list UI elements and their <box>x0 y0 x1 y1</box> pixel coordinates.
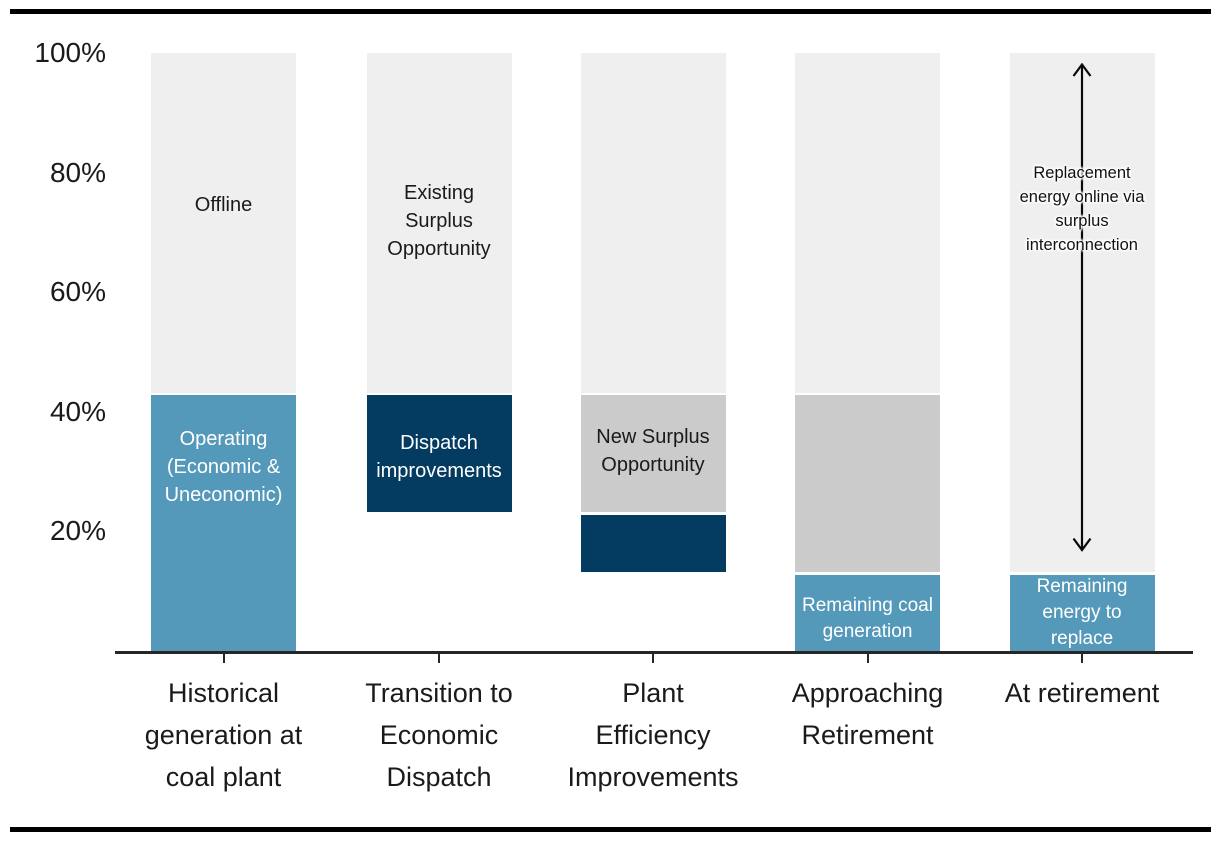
bar-segment-dispatch-improvements: Dispatch improvements <box>366 395 512 513</box>
bar-segment-efficiency-improvement <box>580 514 726 572</box>
bar-segment-operating-economic-uneconomic: Operating (Economic & Uneconomic) <box>151 395 296 651</box>
y-axis-tick-label: 20% <box>49 515 106 547</box>
bar-segment-offline-upper <box>795 53 940 393</box>
x-axis-line <box>115 651 1193 654</box>
x-axis-category-label: Approaching Retirement <box>791 678 944 750</box>
segment-label-offline: Offline <box>194 193 253 216</box>
segment-label-existing-surplus-opportunity: Existing Surplus Opportunity <box>387 181 491 260</box>
x-axis-category-label: Plant Efficiency Improvements <box>567 678 739 792</box>
x-axis-tick <box>866 653 869 663</box>
x-axis-tick <box>1081 653 1083 663</box>
bar-segment-remaining-energy-to-replace: Remaining energy to replace <box>1009 574 1155 651</box>
bar-segment-new-surplus-opportunity: New Surplus Opportunity <box>580 395 726 513</box>
segment-label-dispatch-improvements: Dispatch improvements <box>376 431 502 482</box>
segment-label-remaining-coal-generation: Remaining coal generation <box>802 594 933 642</box>
x-axis-tick <box>222 653 225 663</box>
replacement-energy-annotation: Replacement energy online via surplus in… <box>1019 164 1145 255</box>
bar-segment-offline: Offline <box>151 53 296 393</box>
segment-label-new-surplus-opportunity: New Surplus Opportunity <box>596 425 710 476</box>
y-axis-tick-label: 80% <box>49 156 106 188</box>
bottom-rule <box>10 827 1211 832</box>
segment-label-operating-economic-uneconomic: Operating (Economic & Uneconomic) <box>164 428 283 507</box>
x-axis-tick <box>652 653 654 663</box>
bar-segment-existing-surplus-opportunity: Existing Surplus Opportunity <box>366 53 512 393</box>
bar-segment-offline-upper <box>580 53 726 393</box>
y-axis-tick-label: 100% <box>34 37 106 68</box>
bar-column: New Surplus Opportunity <box>580 53 726 651</box>
bar-column: Dispatch improvements Existing Surplus Op… <box>366 53 512 651</box>
bar-segment-remaining-coal-generation: Remaining coal generation <box>795 574 940 651</box>
bar-column: Remaining coal generation <box>795 53 940 651</box>
x-axis-category-label: Historical generation at coal plant <box>144 678 303 792</box>
bar-column: Operating (Economic & Uneconomic) Offline <box>151 53 296 651</box>
bar-segment-surplus-middle <box>795 395 940 572</box>
x-axis-category-label: At retirement <box>1004 678 1160 708</box>
x-axis-category-label: Transition to Economic Dispatch <box>365 678 513 792</box>
y-axis-tick-label: 40% <box>49 395 106 427</box>
x-axis-tick <box>438 653 440 663</box>
segment-label-remaining-energy-to-replace: Remaining energy to replace <box>1036 575 1128 649</box>
y-axis-tick-label: 60% <box>49 276 106 308</box>
top-rule <box>10 9 1211 14</box>
replacement-energy-arrow-icon <box>1069 62 1095 557</box>
